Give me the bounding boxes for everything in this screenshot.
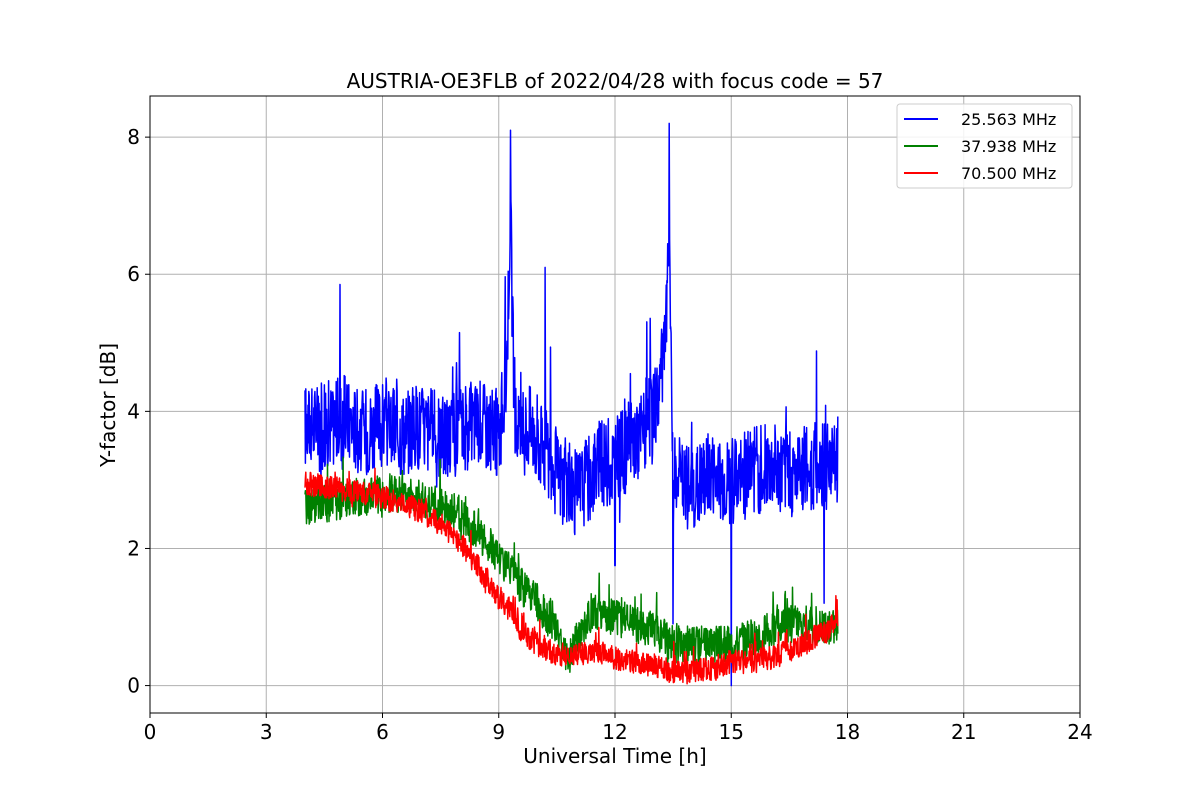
y-tick-label: 0: [127, 674, 140, 698]
x-tick-label: 12: [602, 720, 627, 744]
x-tick-label: 24: [1067, 720, 1092, 744]
x-tick-label: 9: [492, 720, 505, 744]
y-tick-label: 6: [127, 262, 140, 286]
x-tick-label: 18: [835, 720, 860, 744]
x-tick-label: 3: [260, 720, 273, 744]
series-line-2: [304, 467, 839, 685]
legend-label: 70.500 MHz: [961, 164, 1056, 183]
legend-box: [896, 103, 1073, 189]
legend-label: 25.563 MHz: [961, 110, 1056, 129]
x-tick-label: 0: [144, 720, 157, 744]
legend: 25.563 MHz 37.938 MHz 70.500 MHz: [896, 103, 1073, 189]
series-layer: [304, 122, 839, 687]
x-axis-label: Universal Time [h]: [523, 744, 706, 768]
y-axis-label: Y-factor [dB]: [96, 343, 120, 468]
x-tick-label: 21: [951, 720, 976, 744]
y-tick-label: 8: [127, 125, 140, 149]
x-tick-label: 6: [376, 720, 389, 744]
y-tick-label: 2: [127, 536, 140, 560]
chart-title: AUSTRIA-OE3FLB of 2022/04/28 with focus …: [347, 69, 884, 93]
legend-label: 37.938 MHz: [961, 137, 1056, 156]
series-line-0: [304, 122, 839, 687]
x-tick-label: 15: [719, 720, 744, 744]
y-tick-label: 4: [127, 399, 140, 423]
